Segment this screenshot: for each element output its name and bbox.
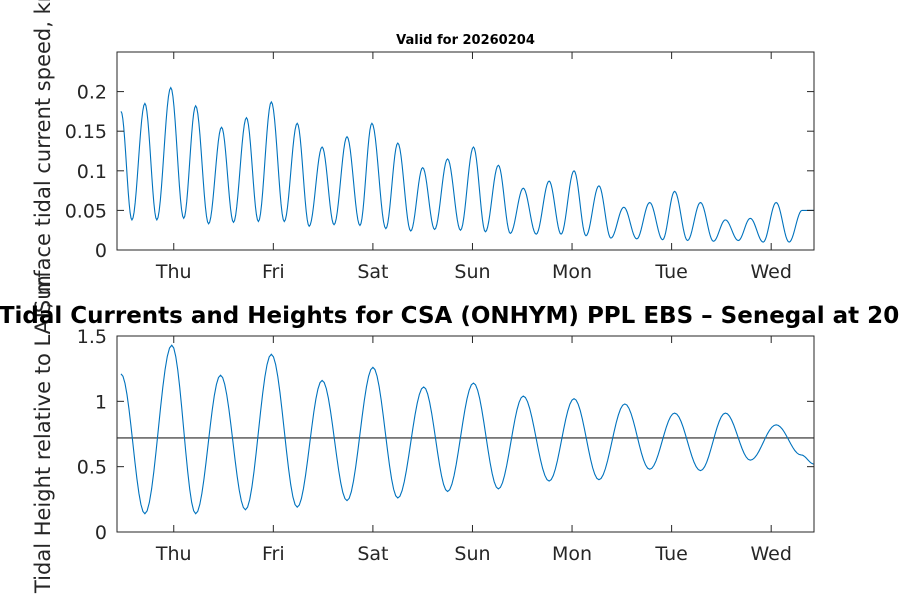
tidal-height-panel: Thu Fri Sat Sun Mon Tue Wed 0 0.5 1 1.5 Tidal Heigh… [31, 275, 815, 594]
x-tick-label: Thu [155, 261, 192, 283]
y-tick-label: 0.15 [65, 121, 107, 143]
y-tick-label: 0.2 [77, 82, 107, 104]
x-tick-label: Sat [357, 261, 388, 283]
y-tick-label: 1.5 [77, 326, 107, 348]
x-tick-label: Sun [454, 261, 490, 283]
figure-title: Tidal Currents and Heights for CSA (ONHY… [0, 303, 900, 329]
x-tick-label: Sat [357, 543, 388, 565]
x-tick-label: Mon [552, 543, 592, 565]
y-tick-label: 0 [95, 240, 107, 262]
x-tick-label: Wed [750, 261, 791, 283]
series-line [120, 344, 814, 515]
axis-box [116, 51, 815, 251]
x-tick-label: Sun [454, 543, 490, 565]
x-tick-label: Tue [654, 261, 687, 283]
x-tick-label: Wed [750, 543, 791, 565]
x-tick-label: Mon [552, 261, 592, 283]
series-line [120, 86, 814, 243]
y-axis-label: Tidal Height relative to LAT, m [31, 275, 55, 594]
y-tick-label: 0.5 [77, 457, 107, 479]
x-tick-label: Tue [654, 543, 687, 565]
axis-box [116, 335, 815, 533]
x-tick-label: Thu [155, 543, 192, 565]
chart-title: Valid for 20260204 [396, 33, 535, 48]
current-speed-panel: Thu Fri Sat Sun Mon Tue Wed 0 0.05 0.1 0.15 0.2 Vali… [31, 0, 815, 313]
y-tick-label: 1 [95, 391, 107, 413]
y-tick-label: 0.1 [77, 161, 107, 183]
y-tick-label: 0.05 [65, 200, 107, 222]
y-tick-label: 0 [95, 522, 107, 544]
x-tick-label: Fri [262, 543, 285, 565]
y-axis-label: Surface tidal current speed, kn [31, 0, 55, 313]
x-tick-label: Fri [262, 261, 285, 283]
